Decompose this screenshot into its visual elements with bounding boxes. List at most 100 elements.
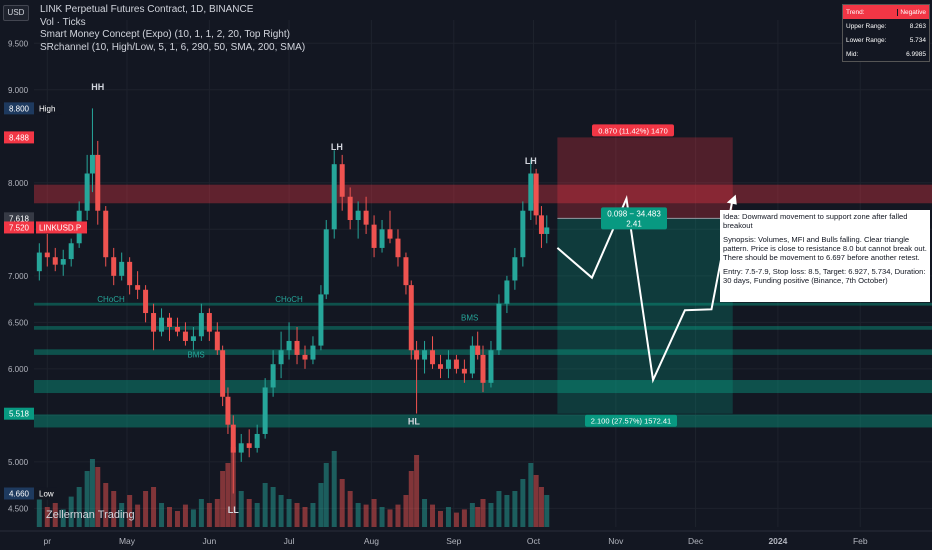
volume-bar [533, 475, 539, 527]
price-label-box [4, 102, 34, 115]
price-tag-label: LINKUSD.P [39, 223, 81, 232]
candle-body [182, 331, 188, 341]
volume-bar [371, 499, 377, 527]
ratio-label-2: 2.41 [626, 219, 642, 228]
symbol-title[interactable]: LINK Perpetual Futures Contract, 1D, BIN… [40, 4, 254, 15]
note-idea: Idea: Downward movement to support zone … [723, 212, 908, 230]
candle-body [488, 350, 494, 383]
price-label: 8.488 [9, 133, 30, 142]
candle-body [355, 210, 361, 221]
support-zone [34, 326, 932, 330]
candle-body [538, 215, 544, 234]
price-label: 7.520 [9, 223, 30, 232]
trend-value: Negative [897, 8, 929, 16]
candle-body [528, 173, 534, 211]
volume-indicator-label[interactable]: Vol · Ticks [40, 16, 86, 28]
trade-idea-note[interactable]: Idea: Downward movement to support zone … [720, 210, 930, 302]
candle-body [414, 350, 420, 360]
structure-label: BMS [187, 351, 204, 360]
volume-bar [127, 495, 133, 527]
candle-body [159, 317, 165, 332]
volume-bar [414, 455, 420, 527]
x-tick-label: Dec [688, 536, 704, 546]
candle-body [469, 345, 475, 374]
y-tick-label: 9.000 [8, 86, 29, 95]
volume-bar [488, 503, 494, 527]
volume-bar [469, 503, 475, 527]
volume-bar [395, 504, 401, 527]
candle-body [151, 313, 157, 332]
volume-bar [504, 495, 510, 527]
candle-body [387, 229, 393, 239]
smc-indicator-label[interactable]: Smart Money Concept (Expo) (10, 1, 1, 2,… [40, 29, 290, 40]
currency-button[interactable]: USD [3, 5, 29, 21]
x-tick-label: Feb [853, 536, 868, 546]
candle-body [238, 443, 244, 453]
candle-body [331, 164, 337, 230]
volume-bar [331, 451, 337, 527]
candle-body [363, 210, 369, 225]
volume-bar [44, 507, 50, 527]
support-zone [34, 302, 932, 306]
author-watermark: Zellerman Trading [46, 509, 135, 521]
candle-body [318, 294, 324, 346]
candle-body [68, 243, 74, 260]
volume-bar [36, 499, 42, 527]
candle-body [190, 336, 196, 341]
volume-bar [430, 504, 436, 527]
volume-bar [544, 495, 550, 527]
note-entry: Entry: 7.5-7.9, Stop loss: 8.5, Target: … [723, 267, 926, 285]
volume-bar [278, 495, 284, 527]
lower-range-row: Lower Range: 5.734 [843, 33, 929, 47]
candle-body [437, 364, 443, 369]
candle-body [347, 196, 353, 221]
note-synopsis: Synopsis: Volumes, MFI and Bulls falling… [723, 235, 927, 262]
stop-label: 0.870 (11.42%) 1470 [598, 126, 668, 135]
volume-bar [408, 471, 414, 527]
volume-bar [270, 487, 276, 527]
y-tick-label: 6.000 [8, 365, 29, 374]
volume-bar [355, 503, 361, 527]
candle-body [214, 331, 220, 351]
candle-body [166, 317, 172, 327]
projection-arrowhead [726, 194, 737, 205]
price-label-box [4, 221, 34, 234]
x-tick-label: Oct [527, 536, 541, 546]
volume-bar [262, 483, 268, 527]
candle-body [254, 433, 260, 448]
price-tag-label: Low [39, 490, 54, 499]
volume-bar [198, 499, 204, 527]
volume-bar [111, 491, 117, 527]
x-tick-label: Nov [608, 536, 624, 546]
price-label-box [4, 212, 34, 225]
volume-bar [254, 503, 260, 527]
structure-label: HH [91, 82, 104, 92]
volume-bar [84, 471, 90, 527]
volume-bar [76, 487, 82, 527]
volume-bar [302, 507, 308, 527]
candle-body [475, 345, 481, 355]
y-tick-label: 4.500 [8, 504, 29, 513]
candle-body [286, 340, 292, 351]
candle-body [512, 257, 518, 281]
candle-body [544, 227, 550, 234]
srchannel-indicator-label[interactable]: SRchannel (10, High/Low, 5, 1, 6, 290, 5… [40, 41, 306, 53]
volume-bar [437, 511, 443, 527]
volume-bar [520, 479, 526, 527]
mid-value: 6.9985 [906, 50, 926, 58]
chart-legend: LINK Perpetual Futures Contract, 1D, BIN… [40, 4, 305, 54]
structure-label: HL [408, 417, 420, 427]
upper-range-key: Upper Range: [846, 22, 887, 30]
volume-bar [347, 491, 353, 527]
stop-label-box [592, 124, 674, 137]
mid-row: Mid: 6.9985 [843, 47, 929, 61]
candle-body [60, 259, 66, 265]
volume-bar [159, 503, 165, 527]
volume-bar [512, 491, 518, 527]
x-tick-label: May [119, 536, 136, 546]
volume-bar [461, 509, 467, 527]
volume-bar [310, 503, 316, 527]
upper-range-row: Upper Range: 8.263 [843, 19, 929, 33]
candle-body [84, 173, 90, 211]
